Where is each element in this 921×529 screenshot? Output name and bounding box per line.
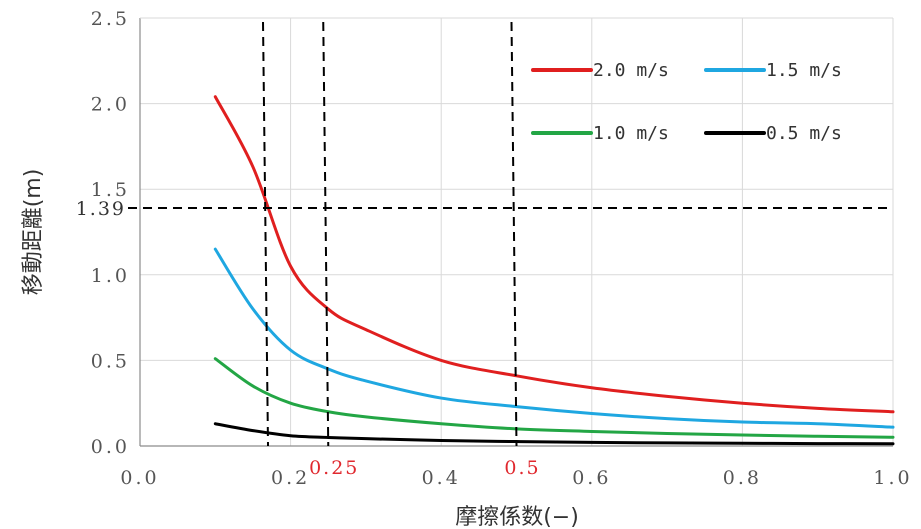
series-line: [213, 247, 895, 429]
legend: 2.0 m/s 1.5 m/s 1.0 m/s 0.5 m/s: [531, 60, 842, 144]
series-lines: [213, 95, 895, 446]
y-tick-label: 1.0: [91, 265, 130, 287]
series-line: [213, 357, 895, 439]
x-tick-label: 0.4: [422, 467, 461, 489]
x-tick-label: 0.8: [723, 467, 762, 489]
series-line: [213, 422, 895, 446]
plot-frame: [139, 17, 893, 447]
y-tick-label: 0.5: [91, 350, 130, 372]
grid: [140, 17, 894, 446]
reference-label-vertical: 0.5: [504, 457, 540, 479]
reference-lines: 1.39 0.25 0.5: [76, 21, 891, 479]
x-tick-label: 0.0: [120, 467, 159, 489]
y-tick-label: 0.0: [91, 436, 130, 458]
y-tick-label: 1.5: [91, 179, 130, 201]
reference-line-vertical: [262, 21, 270, 447]
legend-label: 1.0 m/s: [593, 123, 669, 144]
y-axis-title: 移動距離(m): [21, 169, 46, 296]
reference-line-vertical: [322, 21, 330, 447]
tick-labels: 0.0 0.5 1.0 1.5 2.0 2.5 0.0 0.2 0.4 0.6 0.8 1.0: [91, 8, 912, 489]
y-tick-label: 2.5: [91, 8, 130, 30]
legend-label: 0.5 m/s: [766, 123, 842, 144]
x-tick-label: 0.6: [572, 467, 611, 489]
y-tick-label: 2.0: [91, 94, 130, 116]
x-tick-label: 1.0: [873, 467, 912, 489]
reference-label-horizontal: 1.39: [76, 198, 126, 220]
x-tick-label: 0.2: [271, 467, 310, 489]
legend-label: 2.0 m/s: [593, 60, 669, 81]
legend-label: 1.5 m/s: [766, 60, 842, 81]
series-line: [213, 95, 895, 414]
reference-label-vertical: 0.25: [309, 457, 359, 479]
x-axis-title: 摩擦係数(−): [455, 505, 579, 529]
reference-line-vertical: [510, 21, 518, 447]
